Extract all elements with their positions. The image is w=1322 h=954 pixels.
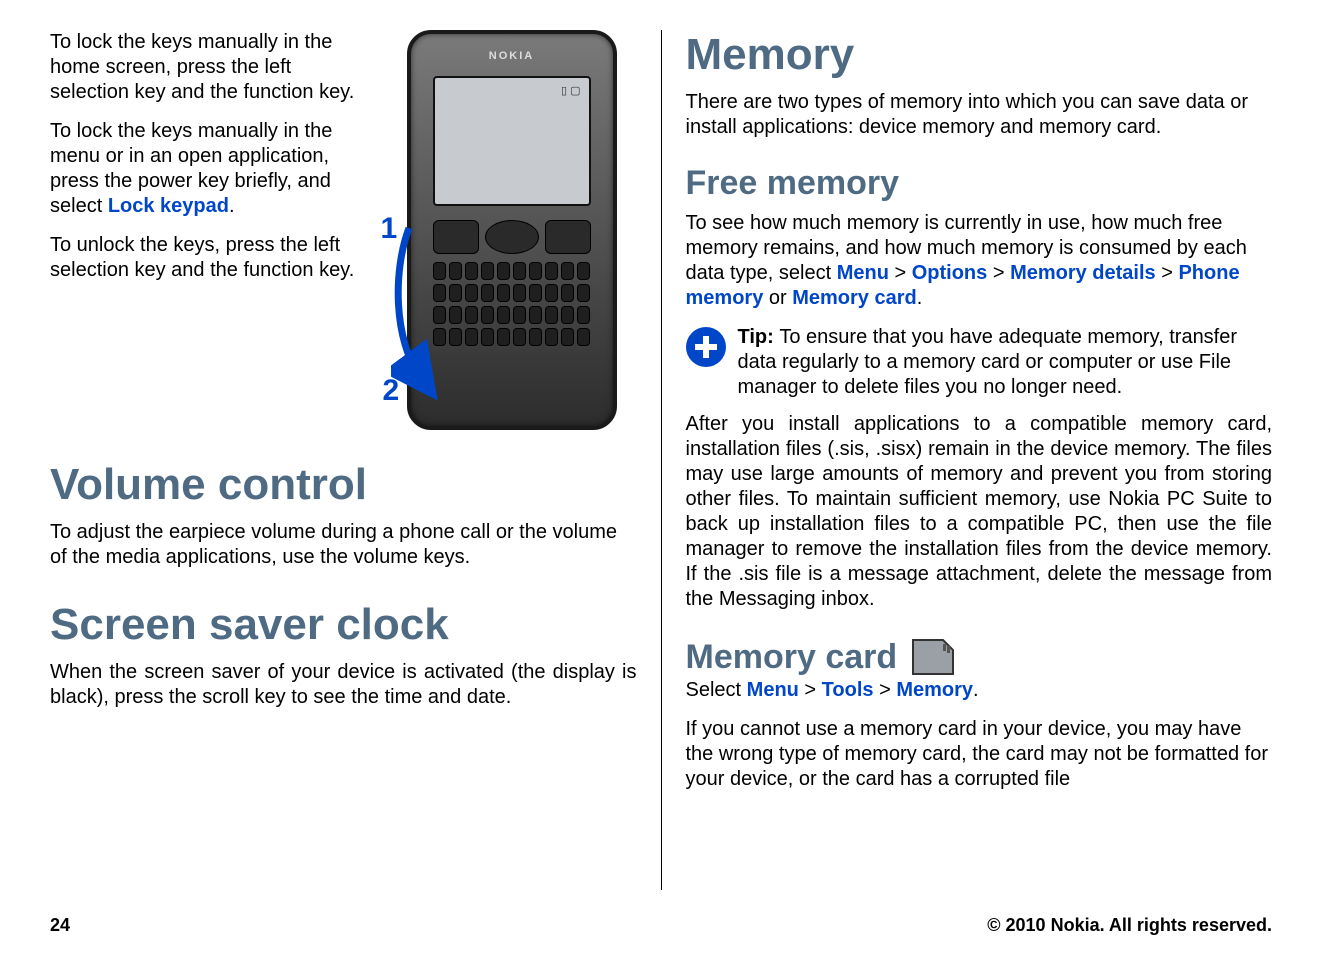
tip-block: Tip: To ensure that you have adequate me… xyxy=(686,325,1273,400)
phone-status-icons: ▯ ▢ xyxy=(561,84,581,97)
after-install-paragraph: After you install applications to a comp… xyxy=(686,412,1273,612)
memory-card-heading: Memory card xyxy=(686,638,898,677)
volume-control-paragraph: To adjust the earpiece volume during a p… xyxy=(50,520,637,570)
tip-body: To ensure that you have adequate memory,… xyxy=(738,326,1238,398)
screen-saver-heading: Screen saver clock xyxy=(50,600,637,650)
lock-keys-home-paragraph: To lock the keys manually in the home sc… xyxy=(50,30,373,105)
memory-card-paragraph: If you cannot use a memory card in your … xyxy=(686,717,1273,792)
page-number: 24 xyxy=(50,915,70,936)
memory-link[interactable]: Memory xyxy=(896,679,973,701)
tools-link[interactable]: Tools xyxy=(822,679,874,701)
menu-link[interactable]: Menu xyxy=(837,262,889,284)
memory-intro-paragraph: There are two types of memory into which… xyxy=(686,90,1273,140)
phone-dpad xyxy=(485,220,539,254)
period-text: . xyxy=(917,287,923,309)
memory-details-link[interactable]: Memory details xyxy=(1010,262,1156,284)
phone-screen: ▯ ▢ xyxy=(433,76,591,206)
unlock-keys-paragraph: To unlock the keys, press the left selec… xyxy=(50,233,373,283)
phone-brand-label: NOKIA xyxy=(411,50,613,62)
memory-card-link[interactable]: Memory card xyxy=(792,287,917,309)
right-column: Memory There are two types of memory int… xyxy=(661,30,1273,890)
memory-heading: Memory xyxy=(686,30,1273,80)
phone-illustration: NOKIA ▯ ▢ xyxy=(407,30,617,430)
phone-right-softkey xyxy=(545,220,591,254)
lock-keys-menu-post: . xyxy=(229,195,235,217)
select-pre: Select xyxy=(686,679,747,701)
phone-illustration-wrap: NOKIA ▯ ▢ xyxy=(387,30,637,430)
memory-card-select-paragraph: Select Menu > Tools > Memory. xyxy=(686,678,1273,703)
callout-arrow-icon xyxy=(391,210,461,400)
page: To lock the keys manually in the home sc… xyxy=(0,0,1322,954)
left-top-text: To lock the keys manually in the home sc… xyxy=(50,30,373,430)
page-footer: 24 © 2010 Nokia. All rights reserved. xyxy=(50,915,1272,936)
path-separator: > xyxy=(799,679,822,701)
tip-lead: Tip: xyxy=(738,326,780,348)
options-link[interactable]: Options xyxy=(912,262,988,284)
lock-keypad-link[interactable]: Lock keypad xyxy=(108,195,229,217)
memory-card-heading-row: Memory card xyxy=(686,636,1273,678)
free-memory-paragraph: To see how much memory is currently in u… xyxy=(686,211,1273,311)
left-column: To lock the keys manually in the home sc… xyxy=(50,30,637,890)
period-text: . xyxy=(973,679,979,701)
free-memory-heading: Free memory xyxy=(686,164,1273,203)
two-column-layout: To lock the keys manually in the home sc… xyxy=(50,30,1272,890)
path-separator: > xyxy=(987,262,1010,284)
tip-text: Tip: To ensure that you have adequate me… xyxy=(738,325,1273,400)
path-separator: > xyxy=(874,679,897,701)
copyright-text: © 2010 Nokia. All rights reserved. xyxy=(987,915,1272,936)
menu-link[interactable]: Menu xyxy=(747,679,799,701)
left-top-block: To lock the keys manually in the home sc… xyxy=(50,30,637,430)
lock-keys-menu-paragraph: To lock the keys manually in the menu or… xyxy=(50,119,373,219)
screen-saver-paragraph: When the screen saver of your device is … xyxy=(50,660,637,710)
memory-card-icon xyxy=(909,636,957,678)
path-separator: > xyxy=(1156,262,1179,284)
path-separator: > xyxy=(889,262,912,284)
or-text: or xyxy=(763,287,792,309)
volume-control-heading: Volume control xyxy=(50,460,637,510)
tip-plus-icon xyxy=(686,327,726,367)
